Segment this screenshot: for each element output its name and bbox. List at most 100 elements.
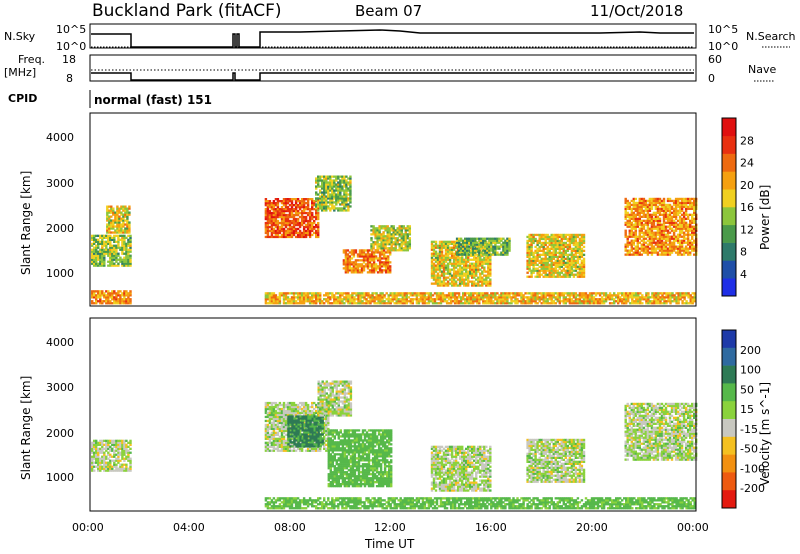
power-cell-region-1 <box>108 209 111 212</box>
power-cell-region-0 <box>103 256 106 259</box>
power-cell-region-11 <box>584 302 588 305</box>
power-cell-region-10 <box>676 211 680 214</box>
power-cell-region-10 <box>632 231 636 234</box>
power-cell-region-11 <box>558 300 562 303</box>
power-cell-region-1 <box>124 205 127 208</box>
velocity-cell-region-0 <box>99 469 102 472</box>
power-cell-region-11 <box>570 292 574 295</box>
velocity-cell-region-0 <box>101 441 104 444</box>
power-cell-region-7 <box>473 280 476 283</box>
power-cell-region-11 <box>520 292 523 295</box>
power-cell-region-2 <box>123 292 126 295</box>
power-cell-region-11 <box>613 292 616 295</box>
power-cell-region-9 <box>540 233 543 237</box>
power-cell-region-7 <box>432 252 436 255</box>
power-cell-region-6 <box>396 227 399 230</box>
power-cell-region-11 <box>375 302 378 305</box>
power-cell-region-9 <box>548 263 551 266</box>
power-cell-region-10 <box>682 199 686 203</box>
power-cell-region-9 <box>540 257 543 260</box>
power-cell-region-11 <box>494 296 497 299</box>
power-cell-region-0 <box>93 242 96 245</box>
power-cell-region-11 <box>490 292 493 295</box>
power-cell-region-3 <box>270 229 274 233</box>
power-cell-region-7 <box>434 276 438 279</box>
power-cell-region-0 <box>125 236 128 239</box>
power-cell-region-7 <box>444 244 448 247</box>
power-cell-region-3 <box>264 209 268 213</box>
power-cell-region-11 <box>482 302 485 305</box>
power-cell-region-9 <box>550 241 553 245</box>
power-cell-region-5 <box>354 263 358 266</box>
power-cell-region-7 <box>487 258 490 261</box>
power-cell-region-8 <box>468 247 471 250</box>
power-cell-region-1 <box>106 225 109 228</box>
power-cell-region-10 <box>672 229 676 232</box>
power-cell-region-9 <box>532 269 535 272</box>
power-cell-region-10 <box>644 223 648 226</box>
power-cell-region-9 <box>528 251 531 254</box>
power-cell-region-9 <box>566 259 570 262</box>
power-cell-region-0 <box>117 258 120 261</box>
power-cell-region-4 <box>331 187 334 190</box>
power-cell-region-1 <box>118 223 121 226</box>
power-cell-region-10 <box>656 247 660 250</box>
power-cell-region-11 <box>435 294 439 297</box>
power-cell-region-6 <box>394 233 397 236</box>
power-cell-region-11 <box>490 298 493 301</box>
power-cell-region-7 <box>456 284 460 287</box>
power-cell-region-9 <box>540 235 543 239</box>
power-cell-region-1 <box>122 205 125 208</box>
power-cell-region-10 <box>691 229 694 232</box>
power-cell-region-11 <box>665 302 668 305</box>
power-cell-region-11 <box>667 294 670 297</box>
power-cell-region-3 <box>284 213 288 217</box>
power-cell-region-11 <box>629 292 632 295</box>
power-cell-region-9 <box>540 263 543 266</box>
power-cell-region-6 <box>392 241 395 244</box>
power-cell-region-11 <box>665 296 668 299</box>
power-cell-region-11 <box>319 298 322 301</box>
power-cell-region-8 <box>490 249 493 252</box>
power-cell-region-9 <box>558 265 562 268</box>
power-cell-region-9 <box>548 267 551 270</box>
power-cell-region-4 <box>343 193 346 196</box>
power-cell-region-10 <box>638 247 642 250</box>
power-cell-region-3 <box>290 202 294 205</box>
power-cell-region-11 <box>425 292 429 295</box>
power-cell-region-10 <box>689 233 692 236</box>
power-cell-region-0 <box>129 248 132 251</box>
power-cell-region-3 <box>315 217 318 221</box>
power-cell-region-5 <box>372 259 376 262</box>
power-cell-region-9 <box>536 241 539 245</box>
power-cell-region-3 <box>300 217 304 221</box>
power-cell-region-7 <box>446 252 450 255</box>
power-cell-region-0 <box>125 244 128 247</box>
power-cell-region-7 <box>471 280 474 283</box>
power-cell-region-8 <box>478 253 481 256</box>
power-cell-region-4 <box>319 185 322 188</box>
power-cell-region-0 <box>109 258 112 261</box>
power-cell-region-9 <box>538 259 541 262</box>
power-cell-region-9 <box>582 267 586 270</box>
power-cell-region-11 <box>681 300 684 303</box>
power-cell-region-6 <box>380 237 383 240</box>
power-cell-region-9 <box>568 275 572 278</box>
power-cell-region-7 <box>434 242 438 245</box>
power-cell-region-7 <box>471 270 474 273</box>
power-cell-region-10 <box>638 219 642 222</box>
power-cell-region-11 <box>286 292 290 295</box>
power-cell-region-11 <box>534 294 537 297</box>
power-cell-region-7 <box>450 262 454 265</box>
power-cell-region-10 <box>674 201 678 205</box>
power-cell-region-9 <box>572 249 576 252</box>
power-cell-region-9 <box>566 255 570 258</box>
power-cell-region-7 <box>479 268 482 271</box>
power-cell-region-2 <box>93 302 96 305</box>
power-cell-region-9 <box>526 235 529 239</box>
power-cell-region-10 <box>693 239 696 242</box>
power-cell-region-10 <box>668 221 672 224</box>
power-cell-region-10 <box>680 197 684 201</box>
power-cell-region-11 <box>377 302 380 305</box>
power-cell-region-7 <box>436 262 440 265</box>
